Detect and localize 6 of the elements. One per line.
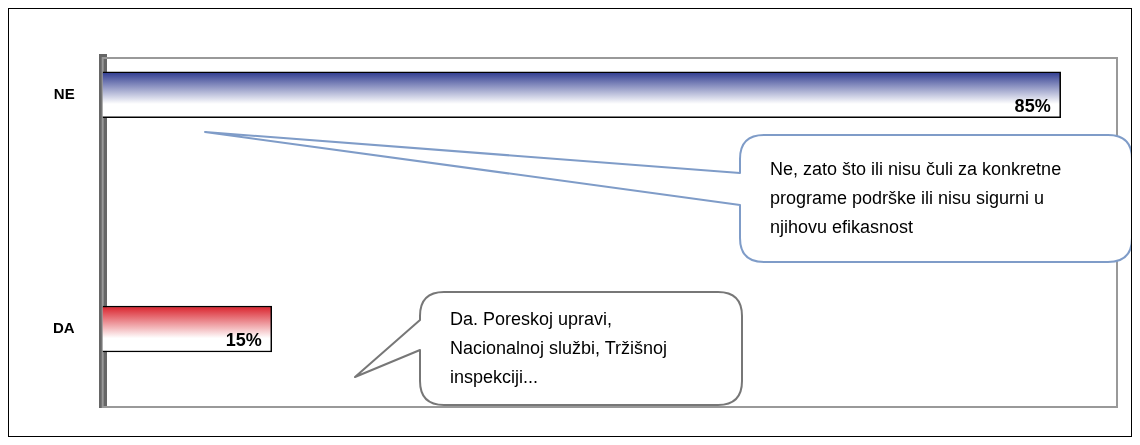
data-label: 15% <box>225 329 262 350</box>
annotation: Da. Poreskoj upravi, Nacionalnoj službi, Tržišnoj inspekciji... <box>450 308 669 389</box>
annotation: Ne, zato što ili nisu čuli za konkretne programe podrške ili nisu sigurni u njihovu efikasnost <box>770 158 1063 239</box>
y-tick-label: NE <box>53 84 75 102</box>
data-label: 85% <box>1014 95 1051 116</box>
y-tick-label: DA <box>52 319 75 337</box>
